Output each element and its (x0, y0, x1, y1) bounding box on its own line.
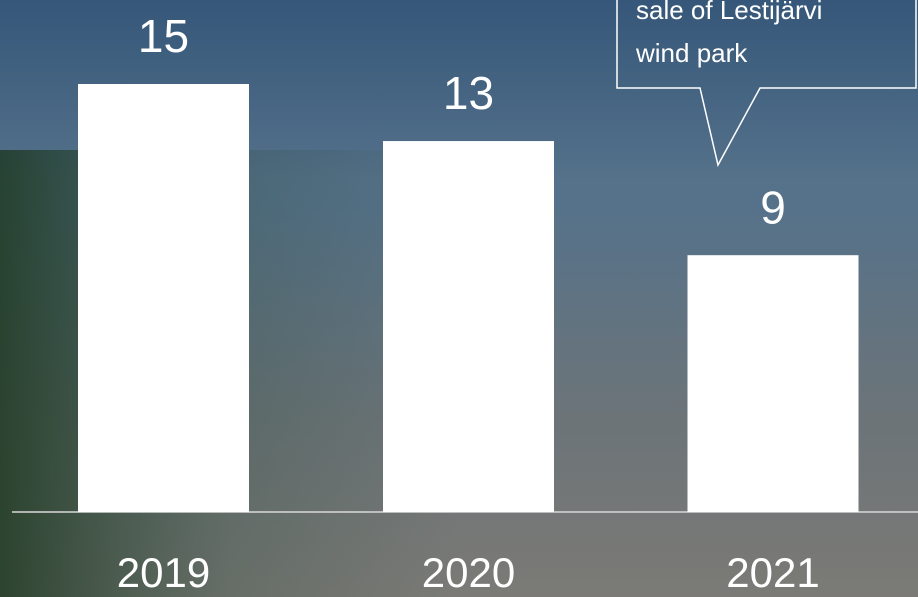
bar (687, 255, 859, 512)
annotation-line: wind park (635, 38, 748, 68)
value-label: 13 (443, 67, 494, 119)
callout-box (616, 0, 917, 168)
bar (78, 84, 249, 512)
annotation-line: sale of Lestijärvi (636, 0, 822, 25)
value-label: 9 (760, 181, 786, 233)
value-label: 15 (138, 10, 189, 62)
x-tick-label: 2020 (422, 549, 515, 596)
x-tick-label: 2021 (726, 549, 819, 596)
x-tick-label: 2019 (117, 549, 210, 596)
bar (383, 141, 554, 513)
